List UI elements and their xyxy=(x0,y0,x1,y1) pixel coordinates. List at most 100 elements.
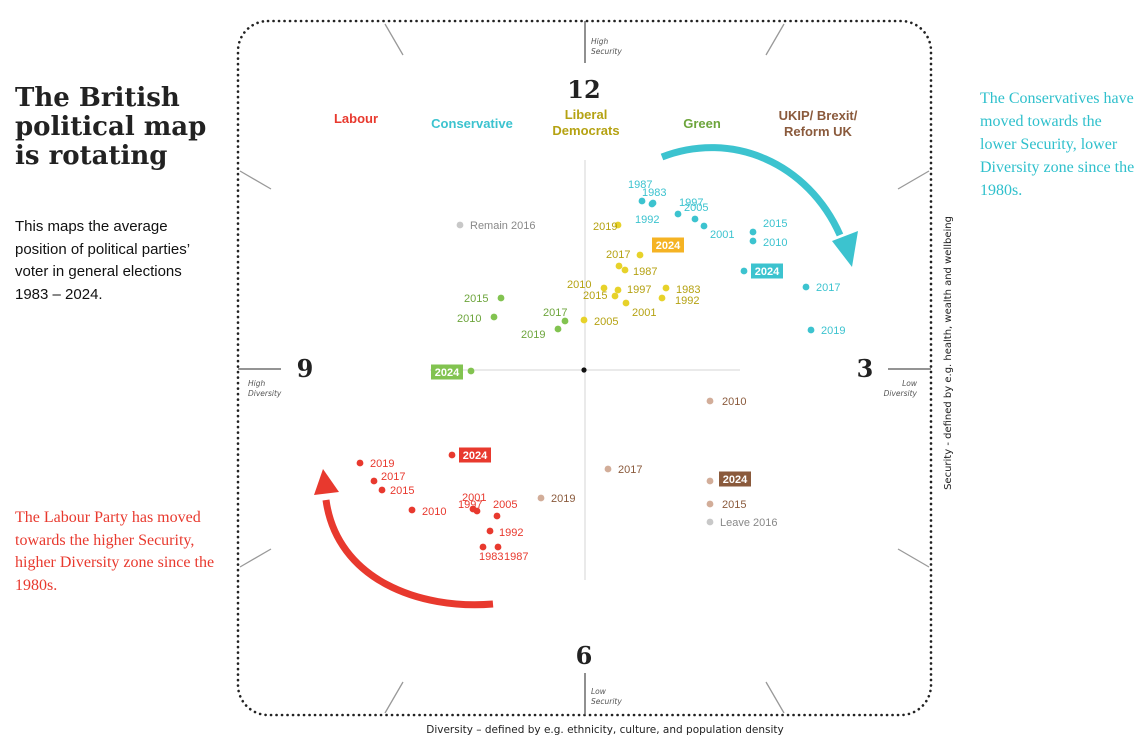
point-labour-2010 xyxy=(408,506,416,514)
point-ukip-brexit-reform-uk-2024 xyxy=(706,477,714,485)
label-ukip-brexit-reform-uk-2019: 2019 xyxy=(551,493,575,505)
conservative-arrowhead xyxy=(832,231,858,267)
label-conservative-2015: 2015 xyxy=(763,218,787,230)
point-liberal-democrats-2015 xyxy=(611,292,619,300)
label-labour-2005: 2005 xyxy=(493,499,517,511)
point-liberal-democrats-2010 xyxy=(600,284,608,292)
conservative-rotation-arrow xyxy=(660,144,844,237)
low-diversity-line2: Diversity xyxy=(884,389,918,398)
label-conservative-2019: 2019 xyxy=(821,325,845,337)
labour-rotation-arrow xyxy=(322,499,494,609)
point-labour-2005 xyxy=(493,512,501,520)
label-labour-2010: 2010 xyxy=(422,506,446,518)
point-liberal-democrats-2001 xyxy=(622,299,630,307)
label-conservative-1997: 1997 xyxy=(679,197,703,209)
label-liberal-democrats-1997: 1997 xyxy=(627,284,651,296)
point-liberal-democrats-2017 xyxy=(615,262,623,270)
point-conservative-1987 xyxy=(638,197,646,205)
label-labour-2019: 2019 xyxy=(370,458,394,470)
label-labour-1997: 1997 xyxy=(458,499,482,511)
label-liberal-democrats-1992: 1992 xyxy=(675,295,699,307)
chart-description: This maps the average position of politi… xyxy=(15,218,190,303)
high-diversity-line2: Diversity xyxy=(248,389,282,398)
high-diversity-line1: High xyxy=(248,379,265,388)
point-labour-2024 xyxy=(448,451,456,459)
labour-annotation: The Labour Party has moved towards the h… xyxy=(15,509,215,594)
label-conservative-2005: 2005 xyxy=(684,202,708,214)
clock-6: 6 xyxy=(576,641,593,670)
point-ukip-brexit-reform-uk-2017 xyxy=(604,465,612,473)
low-security-line1: Low xyxy=(591,687,607,696)
high-security-line2: Security xyxy=(591,47,622,56)
point-conservative-2024 xyxy=(740,267,748,275)
clock-3: 3 xyxy=(857,354,874,383)
label-ukip-brexit-reform-uk-2017: 2017 xyxy=(618,464,642,476)
point-liberal-democrats-1987 xyxy=(621,266,629,274)
point-conservative-2017 xyxy=(802,283,810,291)
label-liberal-democrats-2015: 2015 xyxy=(583,290,607,302)
label-green-2015: 2015 xyxy=(464,293,488,305)
label-conservative-1987: 1987 xyxy=(628,179,652,191)
label-liberal-democrats-1983: 1983 xyxy=(676,284,700,296)
point-green-2019 xyxy=(554,325,562,333)
point-ukip-brexit-reform-uk-2010 xyxy=(706,397,714,405)
point-conservative-2015 xyxy=(749,228,757,236)
point-conservative-2010 xyxy=(749,237,757,245)
label-conservative-2001: 2001 xyxy=(710,229,734,241)
high-security-line1: High xyxy=(591,37,608,46)
point-labour-1992 xyxy=(486,527,494,535)
point-labour-2001 xyxy=(469,505,477,513)
label-green-2017: 2017 xyxy=(543,307,567,319)
point-liberal-democrats-2005 xyxy=(580,316,588,324)
label-conservative-2010: 2010 xyxy=(763,237,787,249)
badge-green-2024 xyxy=(431,364,463,380)
badge-label-conservative-2024: 2024 xyxy=(755,266,780,278)
label-liberal-democrats-2019: 2019 xyxy=(593,221,617,233)
badge-label-liberal-democrats-2024: 2024 xyxy=(656,240,681,252)
point-conservative-2001 xyxy=(700,222,708,230)
label-green-2019: 2019 xyxy=(521,329,545,341)
legend-green: Green xyxy=(683,116,721,131)
point-labour-1987 xyxy=(494,543,502,551)
point-liberal-democrats-1992 xyxy=(658,294,666,302)
point-liberal-democrats-1997 xyxy=(614,286,622,294)
point-conservative-2019 xyxy=(807,326,815,334)
badge-label-ukip-brexit-reform-uk-2024: 2024 xyxy=(723,474,748,486)
label-labour-1983: 1983 xyxy=(479,551,503,563)
label-labour-2015: 2015 xyxy=(390,485,414,497)
point-green-2017 xyxy=(561,317,569,325)
point-liberal-democrats-1983 xyxy=(662,284,670,292)
chart-title: The British political map is rotating xyxy=(15,83,207,171)
low-security-line2: Security xyxy=(591,697,622,706)
label-labour-2001: 2001 xyxy=(462,492,486,504)
legend-ukip-brexit-reform-uk: UKIP/ Brexit/Reform UK xyxy=(779,108,858,139)
point-ukip-brexit-reform-uk-2019 xyxy=(537,494,545,502)
point-conservative-1992 xyxy=(648,200,656,208)
point-referendum-remain-2016 xyxy=(456,221,464,229)
x-axis-title: Diversity – defined by e.g. ethnicity, c… xyxy=(426,724,784,736)
point-liberal-democrats-2024 xyxy=(636,251,644,259)
label-liberal-democrats-2017: 2017 xyxy=(606,249,630,261)
label-liberal-democrats-2005: 2005 xyxy=(594,316,618,328)
clock-9: 9 xyxy=(297,354,314,383)
conservative-annotation: The Conservatives have moved towards the… xyxy=(980,90,1135,199)
badge-label-green-2024: 2024 xyxy=(435,367,460,379)
label-liberal-democrats-1987: 1987 xyxy=(633,266,657,278)
label-labour-1992: 1992 xyxy=(499,527,523,539)
label-green-2010: 2010 xyxy=(457,313,481,325)
label-conservative-2017: 2017 xyxy=(816,282,840,294)
label-ukip-brexit-reform-uk-2015: 2015 xyxy=(722,499,746,511)
point-labour-2019 xyxy=(356,459,364,467)
low-diversity-line1: Low xyxy=(902,379,918,388)
point-labour-1983 xyxy=(479,543,487,551)
label-liberal-democrats-2001: 2001 xyxy=(632,307,656,319)
clock-12: 12 xyxy=(567,75,600,104)
label-conservative-1992: 1992 xyxy=(635,214,659,226)
centre-point xyxy=(581,367,587,373)
point-green-2024 xyxy=(467,367,475,375)
legend-conservative: Conservative xyxy=(431,116,513,131)
labour-arrowhead xyxy=(314,469,339,495)
point-labour-2015 xyxy=(378,486,386,494)
legend-liberal-democrats: Liberal Democrats xyxy=(552,107,619,138)
